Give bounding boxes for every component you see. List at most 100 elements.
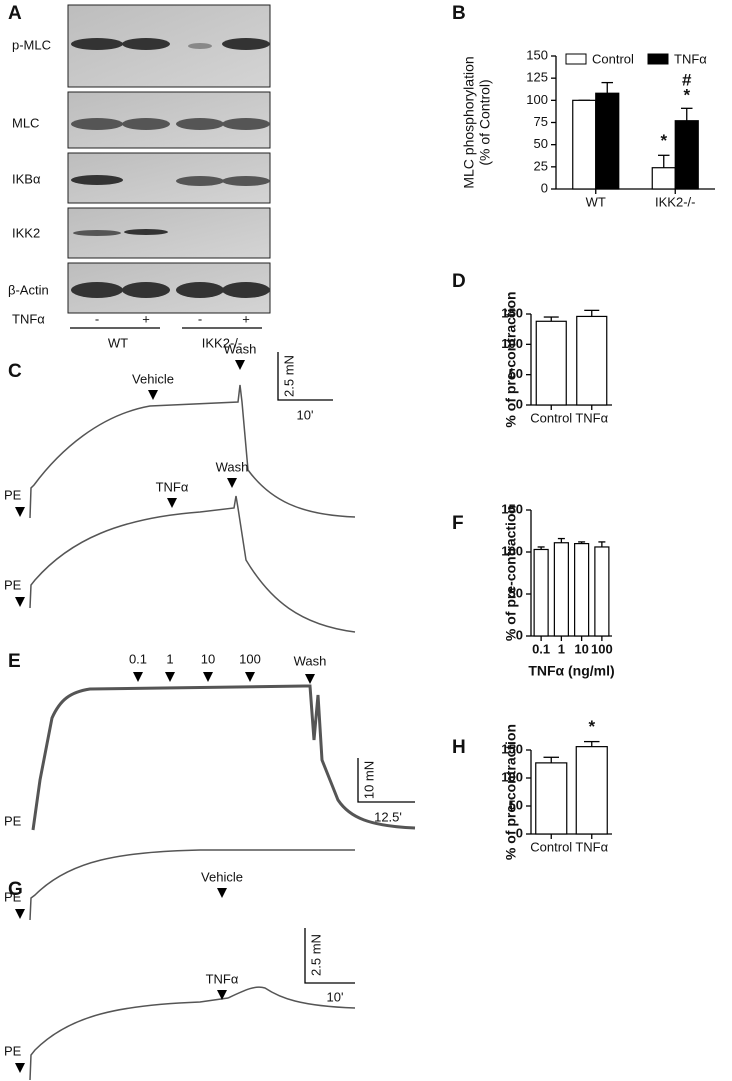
bar [553,542,569,637]
trace [29,384,356,519]
y-axis-label: % of pre-contraction [503,724,519,860]
bar [574,542,590,637]
y-axis-label: MLC phosphorylation [461,56,477,188]
trace-label: PE [4,577,22,592]
blot-sign: - [95,311,99,326]
blot-row-label: p-MLC [12,37,51,52]
dose-label: 1 [166,651,173,666]
y-tick-label: 0 [516,627,523,642]
scale-label: 2.5 mN [308,934,323,976]
dose-label: 0.1 [129,651,147,666]
arrow [148,390,158,400]
y-axis-label: % of pre-contraction [503,291,519,427]
trace-label: Wash [216,459,249,474]
x-tick-label: WT [586,194,606,209]
blot-sign: + [242,311,250,326]
scale-label: 10' [297,407,314,422]
arrow [217,990,227,1000]
y-tick-label: 100 [501,543,523,558]
bar [572,99,597,190]
bar [674,120,699,190]
arrow [15,597,25,607]
bar [533,548,549,637]
blot-treatment: TNFα [12,311,45,326]
bar [575,746,608,835]
panel-label: C [8,361,22,382]
x-tick-label: 0.1 [532,641,550,656]
trace-label: PE [4,487,22,502]
legend-swatch [565,53,587,65]
panel-label: B [452,3,466,24]
blot-row-label: IKK2 [12,225,40,240]
annotation: # * [682,71,692,105]
trace [29,495,356,633]
arrow [235,360,245,370]
trace-label: Wash [294,653,327,668]
y-tick-label: 150 [526,47,548,62]
bar [576,315,608,406]
y-tick-label: 150 [501,741,523,756]
y-tick-label: 75 [534,114,548,129]
legend-label: Control [592,51,634,66]
y-tick-label: 125 [526,70,548,85]
arrow [15,507,25,517]
scale-label: 12.5' [374,809,402,824]
y-tick-label: 0 [516,825,523,840]
x-tick-label: Control [530,839,572,854]
blot-sign: - [198,311,202,326]
x-tick-label: 100 [591,641,613,656]
bar [595,92,620,190]
dose-label: 100 [239,651,261,666]
panel-label: E [8,651,21,672]
y-tick-label: 100 [526,92,548,107]
trace-label: Wash [224,341,257,356]
scale-label: 10 mN [361,761,376,799]
x-tick-label: Control [530,410,572,425]
trace [31,684,416,831]
y-tick-label: 50 [509,366,523,381]
y-tick-label: 50 [509,797,523,812]
trace-label: PE [4,1043,22,1058]
blot-row-label: MLC [12,115,39,130]
trace [29,849,355,921]
x-tick-label: 10 [574,641,588,656]
panel-label: G [8,879,23,900]
bar [651,167,676,190]
scale-bar [357,758,415,803]
trace-label: TNFα [206,971,239,986]
y-tick-label: 0 [516,396,523,411]
scale-label: 10' [327,989,344,1004]
y-tick-label: 0 [541,180,548,195]
dose-label: 10 [201,651,215,666]
x-axis-label: TNFα (ng/ml) [528,663,614,679]
x-tick-label: TNFα [575,410,608,425]
bar [535,320,567,406]
scale-bar [304,928,355,984]
bar [594,546,610,637]
scale-bar [277,352,333,401]
trace-label: Vehicle [201,869,243,884]
blot-group: IKK2-/- [202,335,242,350]
arrow [227,478,237,488]
arrow [167,498,177,508]
blot-group: WT [108,335,128,350]
arrow [15,1063,25,1073]
panel-label: F [452,513,464,534]
panel-label: A [8,3,22,24]
blot-sign: + [142,311,150,326]
y-tick-label: 100 [501,769,523,784]
y-tick-label: 50 [509,585,523,600]
trace-label: PE [4,889,22,904]
blot-row-label: β-Actin [8,282,49,297]
y-tick-label: 25 [534,158,548,173]
blot-row-label: IKBα [12,171,41,186]
arrow [217,888,227,898]
annotation: * [660,131,667,150]
panel-label: H [452,737,466,758]
y-tick-label: 150 [501,501,523,516]
y-tick-label: 50 [534,136,548,151]
y-tick-label: 150 [501,305,523,320]
legend-label: TNFα [674,51,707,66]
x-tick-label: TNFα [575,839,608,854]
x-tick-label: IKK2-/- [655,194,695,209]
